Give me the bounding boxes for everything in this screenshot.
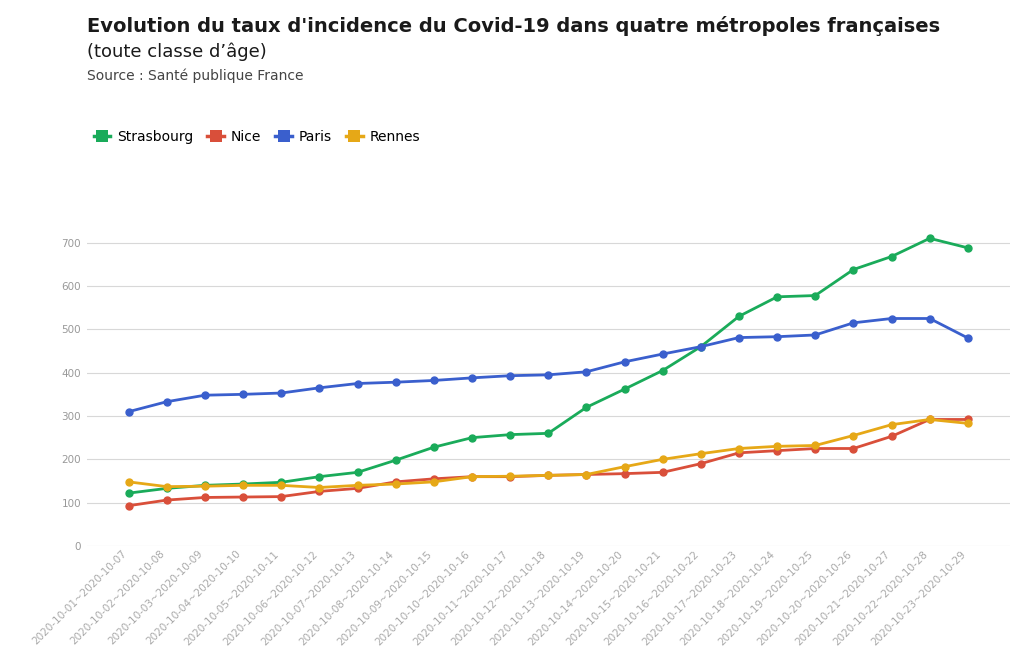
Legend: Strasbourg, Nice, Paris, Rennes: Strasbourg, Nice, Paris, Rennes xyxy=(94,131,420,144)
Text: Evolution du taux d'incidence du Covid-19 dans quatre métropoles françaises: Evolution du taux d'incidence du Covid-1… xyxy=(87,16,938,36)
Text: (toute classe d’âge): (toute classe d’âge) xyxy=(87,42,266,60)
Text: Source : Santé publique France: Source : Santé publique France xyxy=(87,68,303,83)
